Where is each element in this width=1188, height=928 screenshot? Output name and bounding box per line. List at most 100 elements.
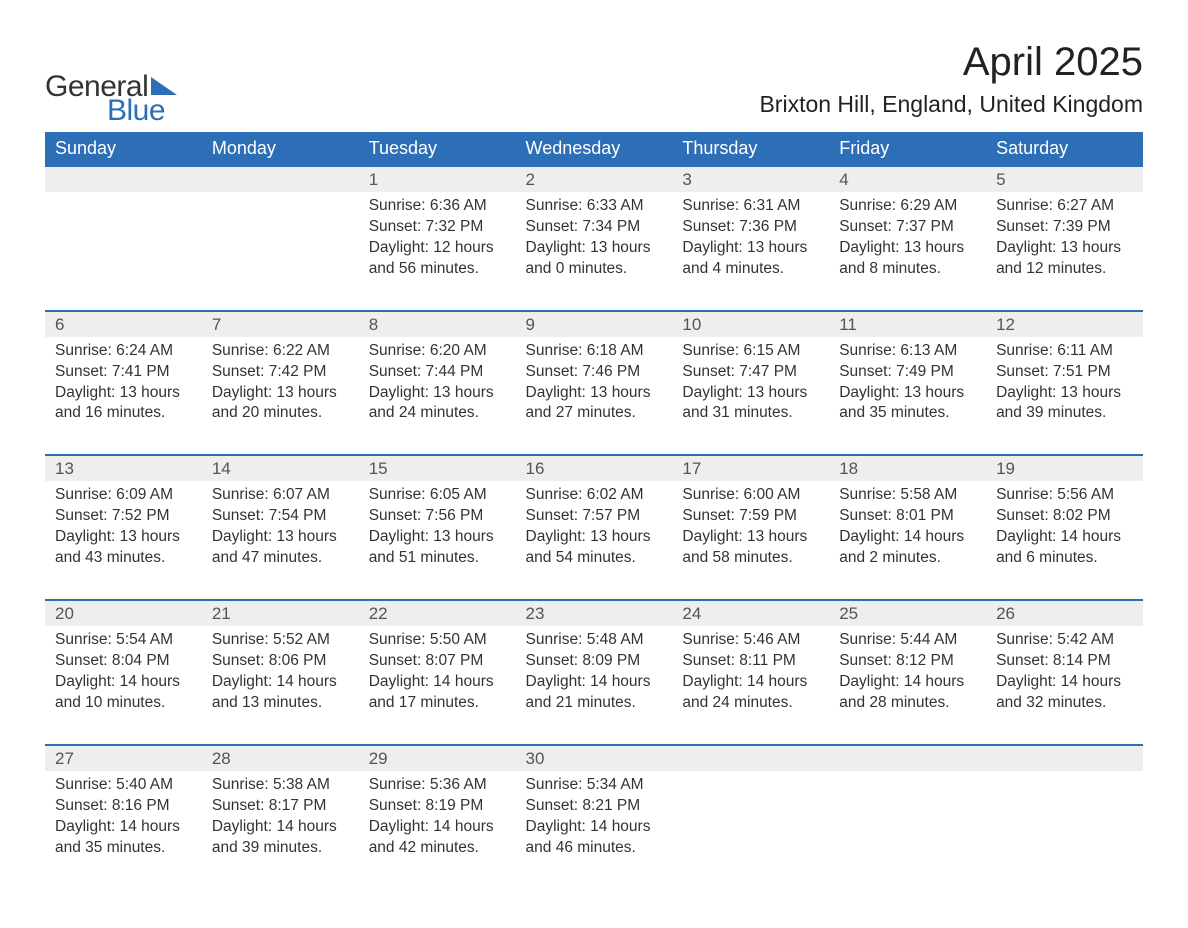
daynum-row: 6789101112 (45, 311, 1143, 337)
day-number-cell: 13 (45, 455, 202, 481)
day-data-cell: Sunrise: 6:31 AMSunset: 7:36 PMDaylight:… (672, 192, 829, 311)
daylight-line: Daylight: 13 hours and 47 minutes. (212, 527, 349, 569)
day-data-cell: Sunrise: 5:56 AMSunset: 8:02 PMDaylight:… (986, 481, 1143, 600)
calendar-body: 12345Sunrise: 6:36 AMSunset: 7:32 PMDayl… (45, 166, 1143, 888)
sunrise-line: Sunrise: 5:36 AM (369, 775, 506, 796)
page-header: General Blue April 2025 Brixton Hill, En… (45, 40, 1143, 128)
day-number-cell: 21 (202, 600, 359, 626)
day-data-cell: Sunrise: 5:58 AMSunset: 8:01 PMDaylight:… (829, 481, 986, 600)
daylight-line: Daylight: 13 hours and 39 minutes. (996, 383, 1133, 425)
day-data-cell: Sunrise: 6:02 AMSunset: 7:57 PMDaylight:… (516, 481, 673, 600)
daylight-line: Daylight: 13 hours and 43 minutes. (55, 527, 192, 569)
weekday-header: Wednesday (516, 132, 673, 166)
daylight-line: Daylight: 14 hours and 6 minutes. (996, 527, 1133, 569)
sunrise-line: Sunrise: 5:42 AM (996, 630, 1133, 651)
sunset-line: Sunset: 8:16 PM (55, 796, 192, 817)
daylight-line: Daylight: 14 hours and 39 minutes. (212, 817, 349, 859)
sunrise-line: Sunrise: 5:50 AM (369, 630, 506, 651)
day-number-cell: 3 (672, 166, 829, 192)
sunset-line: Sunset: 8:02 PM (996, 506, 1133, 527)
daylight-line: Daylight: 13 hours and 31 minutes. (682, 383, 819, 425)
day-number-cell: 8 (359, 311, 516, 337)
day-number-cell (986, 745, 1143, 771)
day-number-cell (45, 166, 202, 192)
sunset-line: Sunset: 8:06 PM (212, 651, 349, 672)
day-data-cell (986, 771, 1143, 889)
day-data-cell: Sunrise: 6:00 AMSunset: 7:59 PMDaylight:… (672, 481, 829, 600)
sunrise-line: Sunrise: 6:09 AM (55, 485, 192, 506)
weekday-header-row: SundayMondayTuesdayWednesdayThursdayFrid… (45, 132, 1143, 166)
day-number-cell: 22 (359, 600, 516, 626)
day-data-cell: Sunrise: 5:42 AMSunset: 8:14 PMDaylight:… (986, 626, 1143, 745)
daynum-row: 27282930 (45, 745, 1143, 771)
day-data-cell: Sunrise: 5:36 AMSunset: 8:19 PMDaylight:… (359, 771, 516, 889)
daylight-line: Daylight: 13 hours and 58 minutes. (682, 527, 819, 569)
sunrise-line: Sunrise: 6:29 AM (839, 196, 976, 217)
day-data-cell: Sunrise: 5:46 AMSunset: 8:11 PMDaylight:… (672, 626, 829, 745)
sunrise-line: Sunrise: 6:27 AM (996, 196, 1133, 217)
daylight-line: Daylight: 13 hours and 0 minutes. (526, 238, 663, 280)
day-number-cell: 28 (202, 745, 359, 771)
sunset-line: Sunset: 8:19 PM (369, 796, 506, 817)
sunset-line: Sunset: 7:39 PM (996, 217, 1133, 238)
day-number-cell (202, 166, 359, 192)
daylight-line: Daylight: 14 hours and 32 minutes. (996, 672, 1133, 714)
day-number-cell: 1 (359, 166, 516, 192)
day-number-cell: 15 (359, 455, 516, 481)
sunrise-line: Sunrise: 6:31 AM (682, 196, 819, 217)
sunset-line: Sunset: 7:34 PM (526, 217, 663, 238)
sunrise-line: Sunrise: 6:15 AM (682, 341, 819, 362)
day-data-cell: Sunrise: 6:33 AMSunset: 7:34 PMDaylight:… (516, 192, 673, 311)
sunrise-line: Sunrise: 5:54 AM (55, 630, 192, 651)
daylight-line: Daylight: 12 hours and 56 minutes. (369, 238, 506, 280)
day-number-cell: 29 (359, 745, 516, 771)
logo-word2: Blue (107, 94, 165, 128)
day-number-cell: 2 (516, 166, 673, 192)
day-number-cell: 18 (829, 455, 986, 481)
sunset-line: Sunset: 7:36 PM (682, 217, 819, 238)
day-data-cell: Sunrise: 6:11 AMSunset: 7:51 PMDaylight:… (986, 337, 1143, 456)
day-data-cell: Sunrise: 6:07 AMSunset: 7:54 PMDaylight:… (202, 481, 359, 600)
sunrise-line: Sunrise: 5:44 AM (839, 630, 976, 651)
day-number-cell: 26 (986, 600, 1143, 626)
sunrise-line: Sunrise: 5:58 AM (839, 485, 976, 506)
day-data-cell (45, 192, 202, 311)
day-number-cell: 14 (202, 455, 359, 481)
daylight-line: Daylight: 14 hours and 21 minutes. (526, 672, 663, 714)
day-number-cell: 11 (829, 311, 986, 337)
day-data-cell: Sunrise: 5:44 AMSunset: 8:12 PMDaylight:… (829, 626, 986, 745)
day-number-cell: 23 (516, 600, 673, 626)
sunrise-line: Sunrise: 6:13 AM (839, 341, 976, 362)
sunrise-line: Sunrise: 6:07 AM (212, 485, 349, 506)
day-data-cell: Sunrise: 6:29 AMSunset: 7:37 PMDaylight:… (829, 192, 986, 311)
day-number-cell: 10 (672, 311, 829, 337)
sunrise-line: Sunrise: 5:46 AM (682, 630, 819, 651)
sunset-line: Sunset: 7:37 PM (839, 217, 976, 238)
day-number-cell: 7 (202, 311, 359, 337)
data-row: Sunrise: 5:40 AMSunset: 8:16 PM Daylight:… (45, 771, 1143, 889)
sunrise-line: Sunrise: 6:18 AM (526, 341, 663, 362)
day-data-cell: Sunrise: 6:27 AMSunset: 7:39 PMDaylight:… (986, 192, 1143, 311)
daynum-row: 13141516171819 (45, 455, 1143, 481)
calendar-table: SundayMondayTuesdayWednesdayThursdayFrid… (45, 132, 1143, 888)
sunset-line: Sunset: 7:59 PM (682, 506, 819, 527)
day-number-cell: 19 (986, 455, 1143, 481)
logo: General Blue (45, 70, 177, 128)
weekday-header: Tuesday (359, 132, 516, 166)
sunset-line: Sunset: 7:49 PM (839, 362, 976, 383)
sunset-line: Sunset: 8:17 PM (212, 796, 349, 817)
daylight-line: Daylight: 13 hours and 4 minutes. (682, 238, 819, 280)
daylight-line: Daylight: 13 hours and 20 minutes. (212, 383, 349, 425)
day-number-cell: 24 (672, 600, 829, 626)
logo-triangle-icon (151, 77, 177, 95)
day-data-cell: Sunrise: 6:22 AMSunset: 7:42 PMDaylight:… (202, 337, 359, 456)
day-data-cell: Sunrise: 6:18 AMSunset: 7:46 PMDaylight:… (516, 337, 673, 456)
daynum-row: 12345 (45, 166, 1143, 192)
day-number-cell: 5 (986, 166, 1143, 192)
sunrise-line: Sunrise: 5:40 AM (55, 775, 192, 796)
sunset-line: Sunset: 7:52 PM (55, 506, 192, 527)
sunrise-line: Sunrise: 6:05 AM (369, 485, 506, 506)
sunset-line: Sunset: 8:09 PM (526, 651, 663, 672)
sunset-line: Sunset: 8:14 PM (996, 651, 1133, 672)
data-row: Sunrise: 6:24 AMSunset: 7:41 PMDaylight:… (45, 337, 1143, 456)
